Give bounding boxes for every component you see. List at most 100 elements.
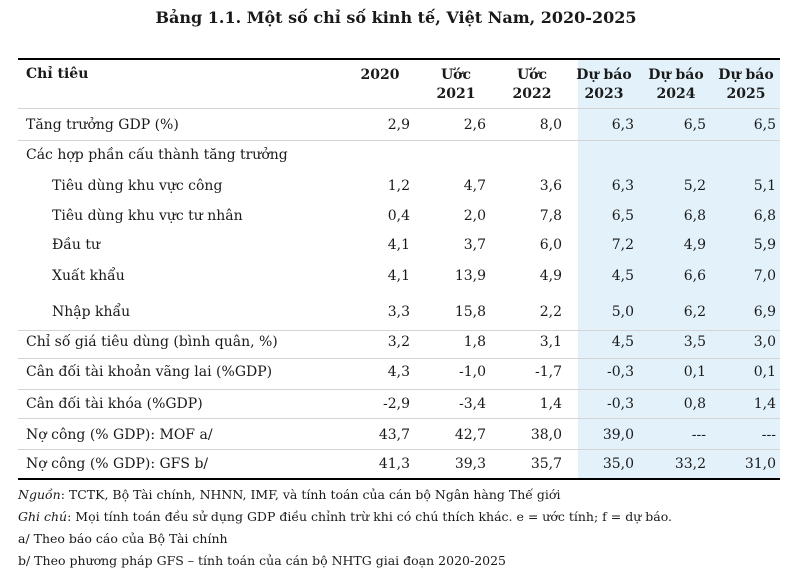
table-row: Tăng trưởng GDP (%) 2,9 2,6 8,0 6,3 6,5 6,5: [18, 117, 780, 137]
table-cell: ---: [691, 427, 706, 443]
table-cell: -0,3: [607, 364, 634, 380]
table-cell: 13,9: [454, 268, 486, 284]
table-top-rule: [18, 58, 780, 60]
row-divider: [18, 418, 780, 419]
table-cell: 1,4: [539, 396, 562, 412]
table-cell: 3,2: [387, 334, 410, 350]
table-cell: 6,5: [753, 117, 776, 133]
note-b: b/ Theo phương pháp GFS – tính toán của …: [18, 553, 507, 568]
table-cell: 8,0: [539, 117, 562, 133]
table-cell: -2,9: [383, 396, 410, 412]
table-cell: 5,9: [753, 237, 776, 253]
table-cell: -1,7: [535, 364, 562, 380]
table-row: Nợ công (% GDP): GFS b/41,3 39,3 35,7 35,0 3…: [18, 456, 780, 476]
header-col-2023: Dự báo 2023: [576, 67, 632, 102]
table-row: Chỉ số giá tiêu dùng (bình quân, %) 3,2 1,…: [18, 334, 780, 354]
table-cell: 4,1: [387, 237, 410, 253]
table-cell: 2,6: [463, 117, 486, 133]
row-label: Tiêu dùng khu vực tư nhân: [52, 208, 243, 224]
table-row: Tiêu dùng khu vực tư nhân 0,4 2,0 7,8 6,5 6,8…: [18, 208, 780, 228]
table-row: Tiêu dùng khu vực công 1,2 4,7 3,6 6,3 5,2 5,1: [18, 178, 780, 198]
table-cell: 7,0: [753, 268, 776, 284]
row-label: Cân đối tài khoản vãng lai (%GDP): [26, 364, 273, 380]
row-label: Chỉ số giá tiêu dùng (bình quân, %): [26, 334, 278, 350]
table-cell: 6,3: [611, 178, 634, 194]
table-cell: 4,5: [611, 334, 634, 350]
table-cell: 6,8: [683, 208, 706, 224]
table-cell: 15,8: [454, 304, 486, 320]
note-source: Nguồn: TCTK, Bộ Tài chính, NHNN, IMF, và…: [18, 487, 561, 502]
row-label: Tăng trưởng GDP (%): [26, 117, 179, 133]
table-cell: 39,0: [602, 427, 634, 443]
table-cell: 5,0: [611, 304, 634, 320]
table-cell: 35,7: [530, 456, 562, 472]
table-row: Các hợp phần cấu thành tăng trưởng: [18, 147, 780, 167]
table-cell: 41,3: [378, 456, 410, 472]
row-divider: [18, 108, 780, 109]
row-divider: [18, 449, 780, 450]
forecast-column-highlight: [578, 60, 780, 478]
table-cell: 4,9: [683, 237, 706, 253]
row-divider: [18, 140, 780, 141]
header-col-2021: Ước 2021: [436, 67, 476, 102]
table-cell: 6,6: [683, 268, 706, 284]
table-cell: 42,7: [454, 427, 486, 443]
table-cell: 6,2: [683, 304, 706, 320]
table-cell: 2,0: [463, 208, 486, 224]
header-col-2022: Ước 2022: [512, 67, 552, 102]
table-row: Nhập khẩu 3,3 15,8 2,2 5,0 6,2 6,9: [18, 304, 780, 324]
table-cell: 3,3: [387, 304, 410, 320]
table-notes: Nguồn: TCTK, Bộ Tài chính, NHNN, IMF, và…: [18, 484, 780, 572]
header-col-2024: Dự báo 2024: [648, 67, 704, 102]
table-cell: 5,2: [683, 178, 706, 194]
row-label: Xuất khẩu: [52, 268, 125, 284]
header-col-2020: 2020: [360, 67, 400, 83]
table-cell: 0,8: [683, 396, 706, 412]
row-divider: [18, 389, 780, 390]
table-cell: 3,6: [539, 178, 562, 194]
table-cell: -3,4: [459, 396, 486, 412]
table-cell: 6,5: [683, 117, 706, 133]
table-cell: 31,0: [744, 456, 776, 472]
note-remark: Ghi chú: Mọi tính toán đều sử dụng GDP đ…: [18, 509, 672, 524]
table-row: Cân đối tài khóa (%GDP) -2,9 -3,4 1,4 -0,3 0,…: [18, 396, 780, 416]
table-cell: 4,7: [463, 178, 486, 194]
row-label: Nhập khẩu: [52, 304, 131, 320]
table-cell: 0,1: [683, 364, 706, 380]
table-cell: -0,3: [607, 396, 634, 412]
table-cell: 39,3: [454, 456, 486, 472]
table-cell: 3,5: [683, 334, 706, 350]
table-cell: 33,2: [674, 456, 706, 472]
table-header-row: Chỉ tiêu 2020 Ước 2021 Ước 2022 Dự báo 2023…: [18, 66, 780, 106]
header-label: Chỉ tiêu: [26, 66, 89, 82]
table-cell: 3,0: [753, 334, 776, 350]
table-row: Cân đối tài khoản vãng lai (%GDP) 4,3 -1,0…: [18, 364, 780, 384]
table-row: Nợ công (% GDP): MOF a/43,7 42,7 38,0 39,0 -…: [18, 427, 780, 447]
table-cell: 1,2: [387, 178, 410, 194]
table-cell: 6,9: [753, 304, 776, 320]
table-bottom-rule: [18, 478, 780, 480]
table-cell: 4,9: [539, 268, 562, 284]
table-cell: -1,0: [459, 364, 486, 380]
row-label: Các hợp phần cấu thành tăng trưởng: [26, 147, 288, 163]
table-cell: 6,8: [753, 208, 776, 224]
table-cell: 4,1: [387, 268, 410, 284]
table-cell: 3,7: [463, 237, 486, 253]
table-cell: 7,2: [611, 237, 634, 253]
table-row: Đầu tư 4,1 3,7 6,0 7,2 4,9 5,9: [18, 237, 780, 257]
row-divider: [18, 330, 780, 331]
row-label: Cân đối tài khóa (%GDP): [26, 396, 203, 412]
row-label: Nợ công (% GDP): GFS b/: [26, 456, 209, 472]
table-cell: 4,5: [611, 268, 634, 284]
note-a: a/ Theo báo cáo của Bộ Tài chính: [18, 531, 228, 546]
table-cell: 5,1: [753, 178, 776, 194]
table-cell: 7,8: [539, 208, 562, 224]
table-cell: 0,4: [387, 208, 410, 224]
table-cell: 35,0: [602, 456, 634, 472]
table-cell: 1,8: [463, 334, 486, 350]
row-divider: [18, 358, 780, 359]
table-cell: 2,2: [539, 304, 562, 320]
header-col-2025: Dự báo 2025: [718, 67, 774, 102]
row-label: Tiêu dùng khu vực công: [52, 178, 223, 194]
table-cell: 6,0: [539, 237, 562, 253]
